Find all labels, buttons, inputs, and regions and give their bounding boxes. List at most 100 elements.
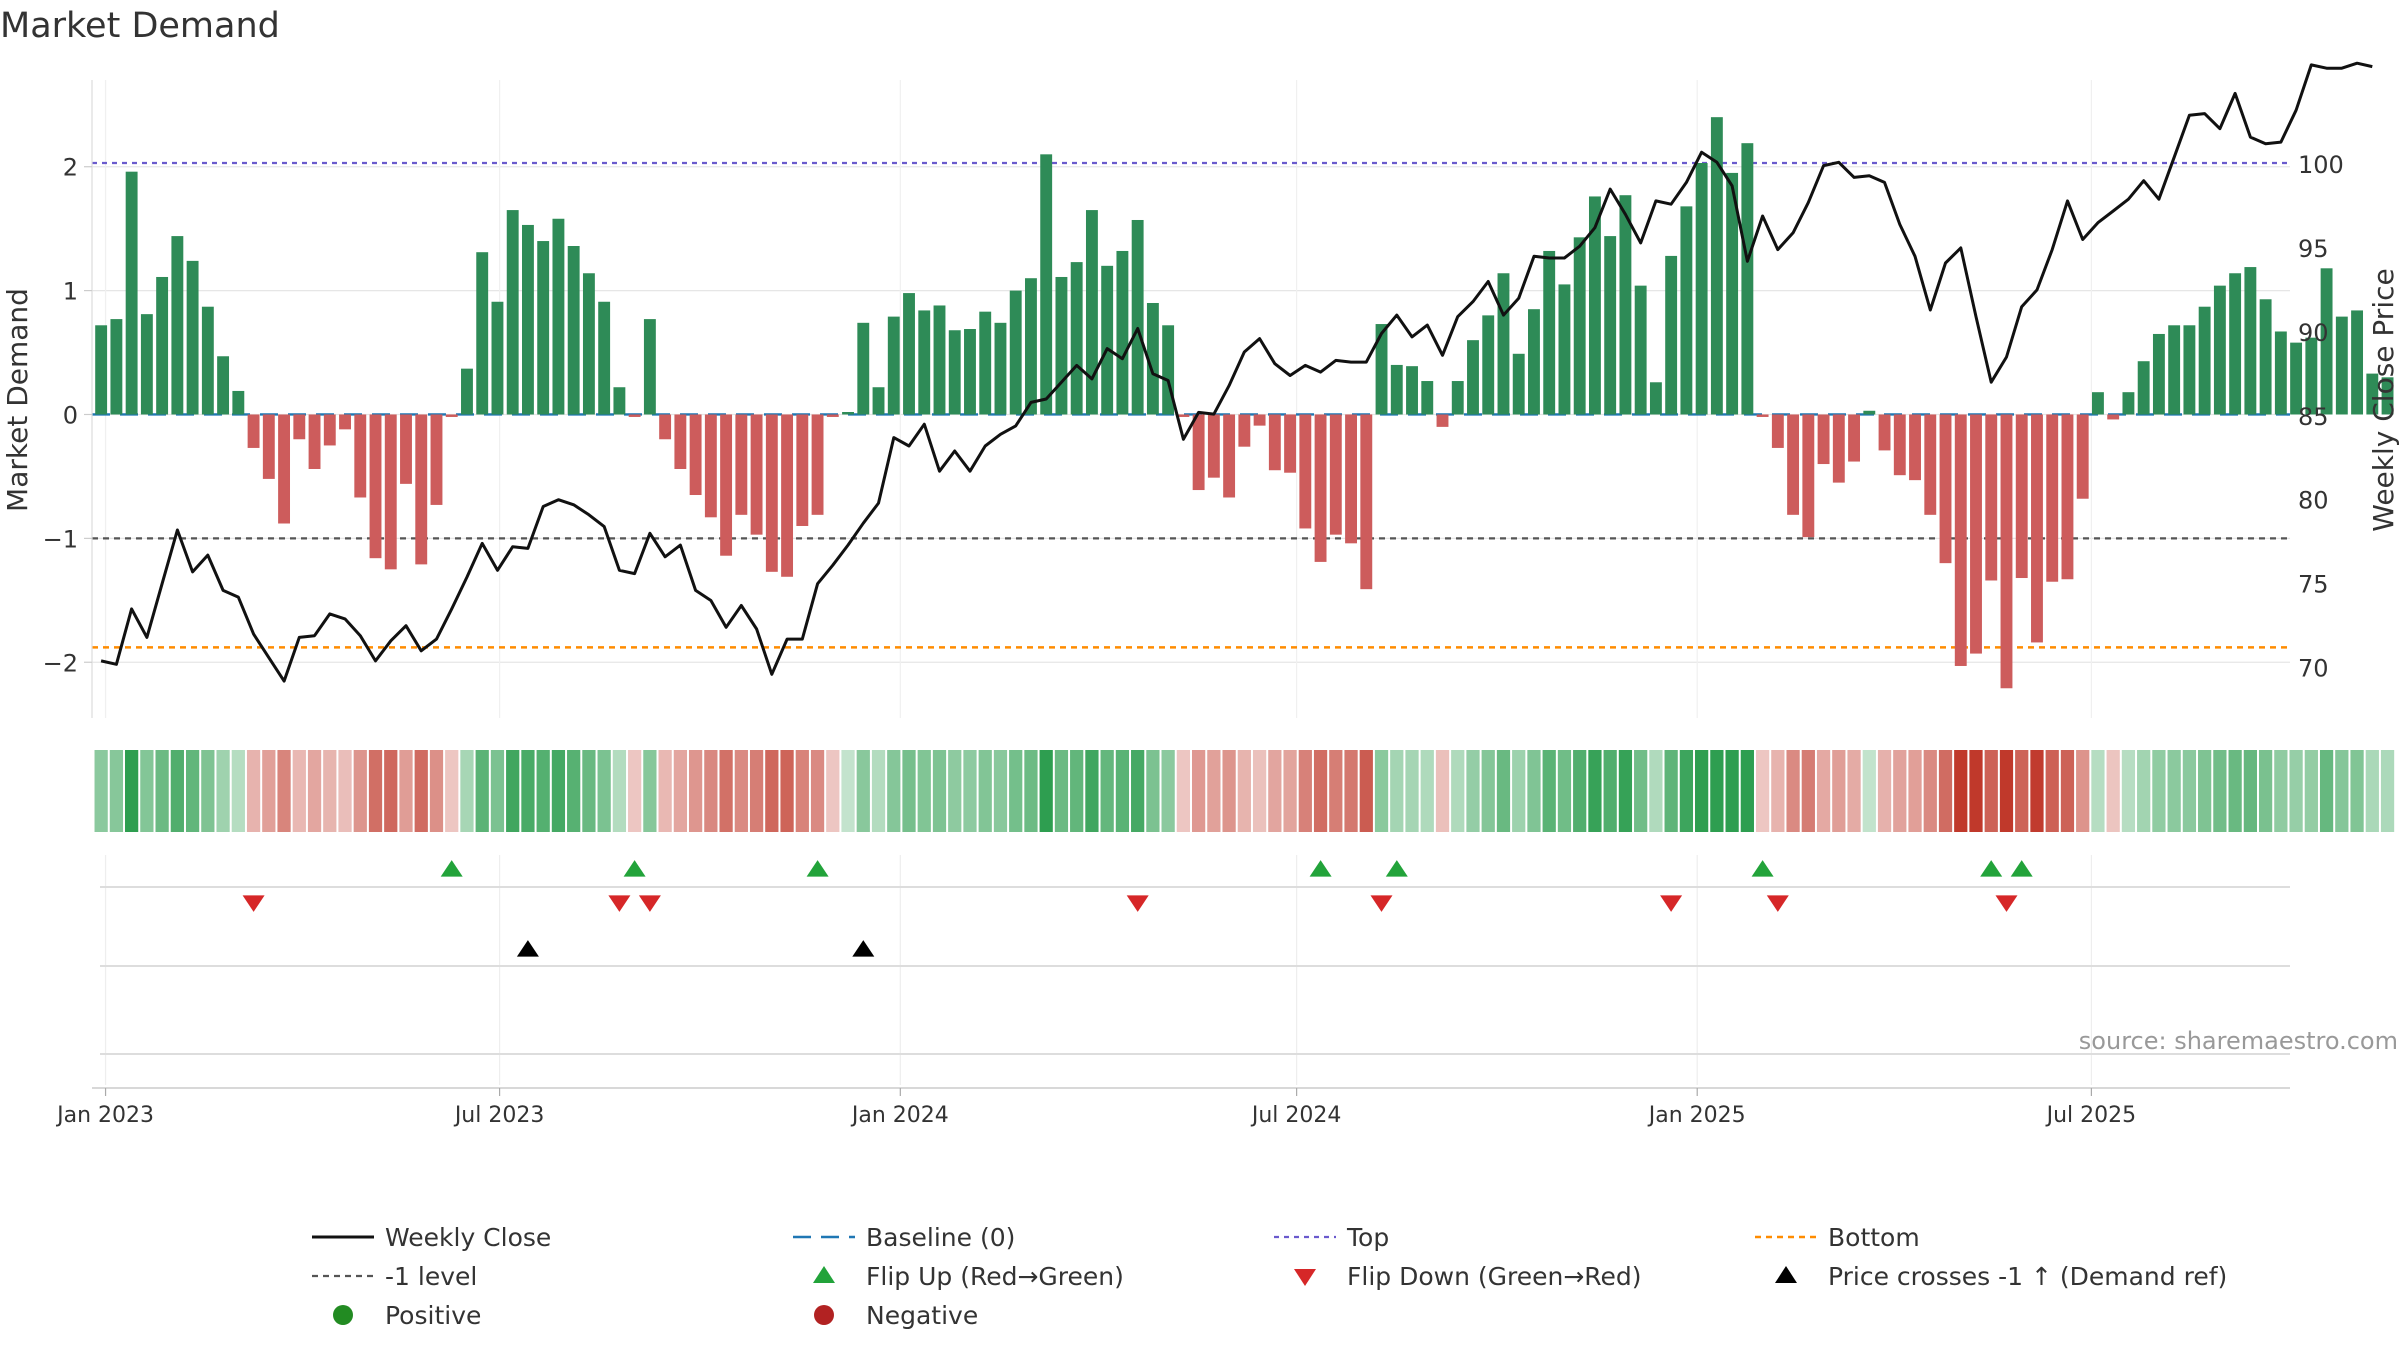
heat-cell (277, 750, 291, 832)
heat-cell (2137, 750, 2151, 832)
demand-bar (339, 414, 351, 430)
heat-cell (246, 750, 261, 832)
heat-cell (384, 750, 398, 832)
heat-cell (521, 750, 535, 832)
heat-cell (490, 750, 505, 832)
demand-bar (552, 218, 565, 415)
demand-bar (781, 414, 794, 577)
demand-bar (293, 414, 306, 440)
demand-bar (1253, 414, 1266, 426)
heat-cell (323, 750, 337, 832)
demand-bar (1970, 414, 1982, 654)
heat-cell (2380, 750, 2395, 832)
demand-bar (400, 414, 412, 484)
flip-down-marker (242, 895, 265, 912)
y-tick-label: 2 (63, 154, 78, 182)
chart-title: Market Demand (0, 6, 280, 46)
legend-item-close: Weekly Close (312, 1223, 551, 1252)
heat-cell (1298, 750, 1312, 832)
heat-cell (658, 750, 672, 832)
demand-bar (1238, 414, 1251, 447)
heat-cell (917, 750, 931, 832)
heat-cell (1070, 750, 1084, 832)
demand-bar (171, 236, 184, 415)
heat-cell (1466, 750, 1480, 832)
demand-bar (1009, 290, 1022, 415)
demand-bar (1863, 410, 1876, 415)
x-tick-label: Jul 2024 (1250, 1103, 1342, 1128)
demand-bar (308, 414, 321, 469)
demand-bar (613, 387, 626, 415)
source-note: source: sharemaestro.com (2079, 1027, 2398, 1055)
demand-bar (445, 414, 458, 417)
reference-lines (92, 161, 2290, 649)
heat-cell (1847, 750, 1861, 832)
y2-tick-label: 70 (2298, 655, 2329, 683)
demand-bar (1131, 219, 1144, 415)
heat-cell (2274, 750, 2288, 832)
heat-cell (1984, 750, 1998, 832)
heat-cell (338, 750, 352, 832)
y2-tick-label: 95 (2298, 235, 2329, 263)
heat-cell (216, 750, 230, 832)
demand-bar (582, 273, 595, 415)
price-cross-marker (852, 940, 875, 957)
demand-bar (1756, 414, 1769, 417)
heat-cell (1801, 750, 1815, 832)
heat-cell (948, 750, 962, 832)
axes-layer: −2 −1 0 1 2 70 75 80 85 90 95 100 (43, 80, 2344, 718)
heat-cell (2121, 750, 2136, 832)
heat-cell (1999, 750, 2014, 832)
demand-bar (2046, 414, 2059, 582)
legend-item-flip-down: Flip Down (Green→Red) (1294, 1262, 1642, 1291)
heat-cell (2198, 750, 2212, 832)
legend-swatch-flip-up (813, 1266, 835, 1283)
flip-up-marker (1980, 860, 2003, 877)
legend-label: Negative (866, 1301, 978, 1330)
heat-cell (2365, 750, 2379, 832)
heat-cell (1359, 750, 1373, 832)
demand-bar (674, 414, 687, 469)
heat-cell (231, 750, 245, 832)
demand-bar (1101, 265, 1114, 415)
legend-item-flip-up: Flip Up (Red→Green) (813, 1262, 1124, 1291)
legend-label: Top (1346, 1223, 1389, 1252)
heat-cell (597, 750, 611, 832)
heat-cell (1588, 750, 1602, 832)
demand-bar (1146, 302, 1159, 415)
demand-bar (384, 414, 397, 570)
legend-label: Weekly Close (385, 1223, 551, 1252)
heat-cell (368, 750, 383, 832)
demand-bar (765, 414, 778, 572)
heat-cell (1969, 750, 1983, 832)
demand-bar (1329, 414, 1342, 535)
heat-cell (2289, 750, 2303, 832)
heat-cell (1862, 750, 1876, 832)
heat-cell (628, 750, 642, 832)
y2-axis-label: Weekly Close Price (2367, 268, 2400, 531)
demand-bar (201, 306, 214, 415)
legend-item-cross: Price crosses -1 ↑ (Demand ref) (1775, 1262, 2227, 1291)
heat-cell (2076, 750, 2090, 832)
demand-bar (1695, 163, 1708, 415)
demand-bar (1619, 195, 1632, 415)
heat-cell (1481, 750, 1495, 832)
flip-down-marker (1660, 895, 1683, 912)
heat-cell (1755, 750, 1770, 832)
heat-cell (643, 750, 657, 832)
demand-bar (2244, 267, 2257, 415)
y2-tick-label: 90 (2298, 319, 2329, 347)
demand-bar (491, 301, 504, 415)
demand-bar (2259, 299, 2272, 415)
heat-cell (612, 750, 627, 832)
demand-bar (994, 322, 1007, 415)
demand-bar (537, 241, 550, 415)
demand-bar (1604, 236, 1617, 415)
heat-cell (2243, 750, 2257, 832)
heat-cell (1100, 750, 1114, 832)
demand-bar (2061, 414, 2074, 580)
demand-bar (1939, 414, 1952, 564)
x-tick-label: Jan 2024 (850, 1103, 949, 1128)
demand-bar (1985, 414, 1998, 581)
